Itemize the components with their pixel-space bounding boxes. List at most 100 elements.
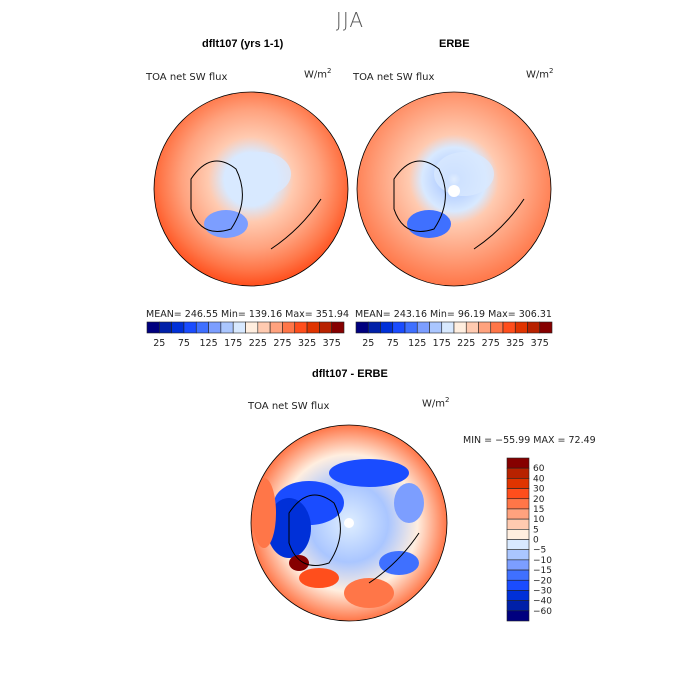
colorbar-swatch: [506, 478, 530, 489]
colorbar-tick-label: 325: [298, 338, 316, 349]
colorbar-swatch: [331, 321, 345, 334]
colorbar-swatch: [506, 467, 530, 479]
colorbar-swatch: [490, 321, 504, 334]
colorbar-swatch: [506, 600, 530, 612]
colorbar-swatch: [306, 321, 320, 334]
colorbar-swatch: [506, 569, 530, 581]
anomaly-blob: [329, 459, 409, 487]
colorbar-tick-label: 25: [362, 338, 374, 349]
colorbar-swatch: [506, 457, 530, 469]
panel3-title: dflt107 - ERBE: [312, 368, 388, 380]
anomaly-blob: [299, 568, 339, 588]
colorbar-swatch: [159, 321, 172, 334]
colorbar-tick-label: 30: [533, 485, 545, 495]
colorbar-2: 25 75 125 175 225 275 325 375: [355, 321, 553, 349]
colorbar-tick-label: −20: [533, 576, 552, 586]
colorbar-tick-label: 15: [533, 505, 544, 515]
colorbar-swatch: [527, 321, 541, 334]
colorbar-swatch: [404, 321, 418, 334]
map-border: [153, 91, 349, 287]
colorbar-swatch: [506, 498, 530, 510]
colorbar-swatch: [506, 508, 530, 520]
colorbar-swatch: [502, 321, 516, 334]
polar-map-1: [153, 91, 349, 287]
colorbar-swatch: [245, 321, 259, 334]
colorbar-swatch: [441, 321, 455, 334]
colorbar-tick-label: 175: [433, 338, 451, 349]
coastline: [393, 160, 525, 250]
colorbar-tick-label: 125: [199, 338, 217, 349]
panel3-units: W/m2: [422, 396, 449, 409]
colorbar-swatch: [257, 321, 271, 334]
colorbar-swatch: [506, 590, 530, 601]
panel3-variable: TOA net SW flux: [248, 401, 330, 412]
anomaly-blob: [289, 555, 309, 571]
colorbar-tick-label: 275: [482, 338, 500, 349]
colorbar-tick-label: 275: [273, 338, 291, 349]
figure-title: JJA: [335, 8, 365, 32]
polar-map-3: [250, 424, 448, 622]
greenland-blob: [407, 210, 451, 238]
colorbar-swatch: [506, 579, 530, 591]
units-sup: 2: [549, 67, 554, 75]
colorbar-tick-label: −40: [533, 597, 552, 607]
units-sup: 2: [445, 396, 450, 404]
panel3-stats: MIN = −55.99 MAX = 72.49: [463, 435, 596, 446]
colorbar-swatch: [506, 488, 530, 500]
colorbar-swatch: [429, 321, 443, 334]
colorbar-swatch: [319, 321, 332, 334]
colorbar-tick-label: 375: [531, 338, 549, 349]
units-sup: 2: [327, 67, 332, 75]
colorbar-tick-label: 40: [533, 474, 545, 484]
anomaly-blob: [394, 483, 424, 523]
colorbar-swatch: [195, 321, 209, 334]
panel2-title: ERBE: [439, 38, 470, 50]
greenland-blob: [204, 210, 248, 238]
panel1-title: dflt107 (yrs 1-1): [202, 38, 284, 50]
colorbar-swatch: [465, 321, 479, 334]
colorbar-swatch: [355, 321, 369, 334]
coastline: [288, 494, 420, 584]
colorbar-swatch: [220, 321, 234, 334]
colorbar-tick-label: −5: [533, 546, 546, 556]
colorbar-swatch: [506, 539, 530, 550]
polar-map-2: [356, 91, 552, 287]
colorbar-swatch: [171, 321, 185, 334]
colorbar-tick-label: 75: [178, 338, 190, 349]
panel1-stats: MEAN= 246.55 Min= 139.16 Max= 351.94: [146, 309, 350, 320]
colorbar-tick-label: −60: [533, 607, 552, 617]
map-border: [250, 424, 448, 622]
colorbar-swatch: [294, 321, 308, 334]
colorbar-tick-label: 20: [533, 495, 545, 505]
colorbar-swatch: [453, 321, 467, 334]
colorbar-swatch: [416, 321, 430, 334]
colorbar-swatch: [367, 321, 381, 334]
panel2-stats: MEAN= 243.16 Min= 96.19 Max= 306.31: [355, 309, 552, 320]
colorbar-swatch: [506, 518, 530, 530]
colorbar-tick-label: 375: [323, 338, 341, 349]
colorbar-tick-label: 5: [533, 525, 539, 535]
units-text: W/m: [526, 69, 549, 81]
colorbar-swatch: [506, 529, 530, 540]
colorbar-swatch: [282, 321, 296, 334]
colorbar-tick-label: 325: [506, 338, 524, 349]
colorbar-swatch: [269, 321, 283, 334]
colorbar-swatch: [478, 321, 492, 334]
panel2-units: W/m2: [526, 67, 553, 80]
coastline: [190, 160, 322, 250]
anomaly-blob: [252, 478, 276, 548]
colorbar-swatch: [380, 321, 394, 334]
colorbar-tick-label: 25: [153, 338, 165, 349]
anomaly-blob: [344, 578, 394, 608]
colorbar-swatch: [506, 559, 530, 571]
units-text: W/m: [422, 398, 445, 410]
colorbar-swatch: [208, 321, 222, 334]
colorbar-swatch: [506, 610, 530, 622]
anomaly-blob: [379, 551, 419, 575]
colorbar-tick-label: 225: [457, 338, 475, 349]
colorbar-swatch: [506, 549, 530, 561]
colorbar-swatch: [514, 321, 528, 334]
colorbar-tick-label: 60: [533, 464, 545, 474]
